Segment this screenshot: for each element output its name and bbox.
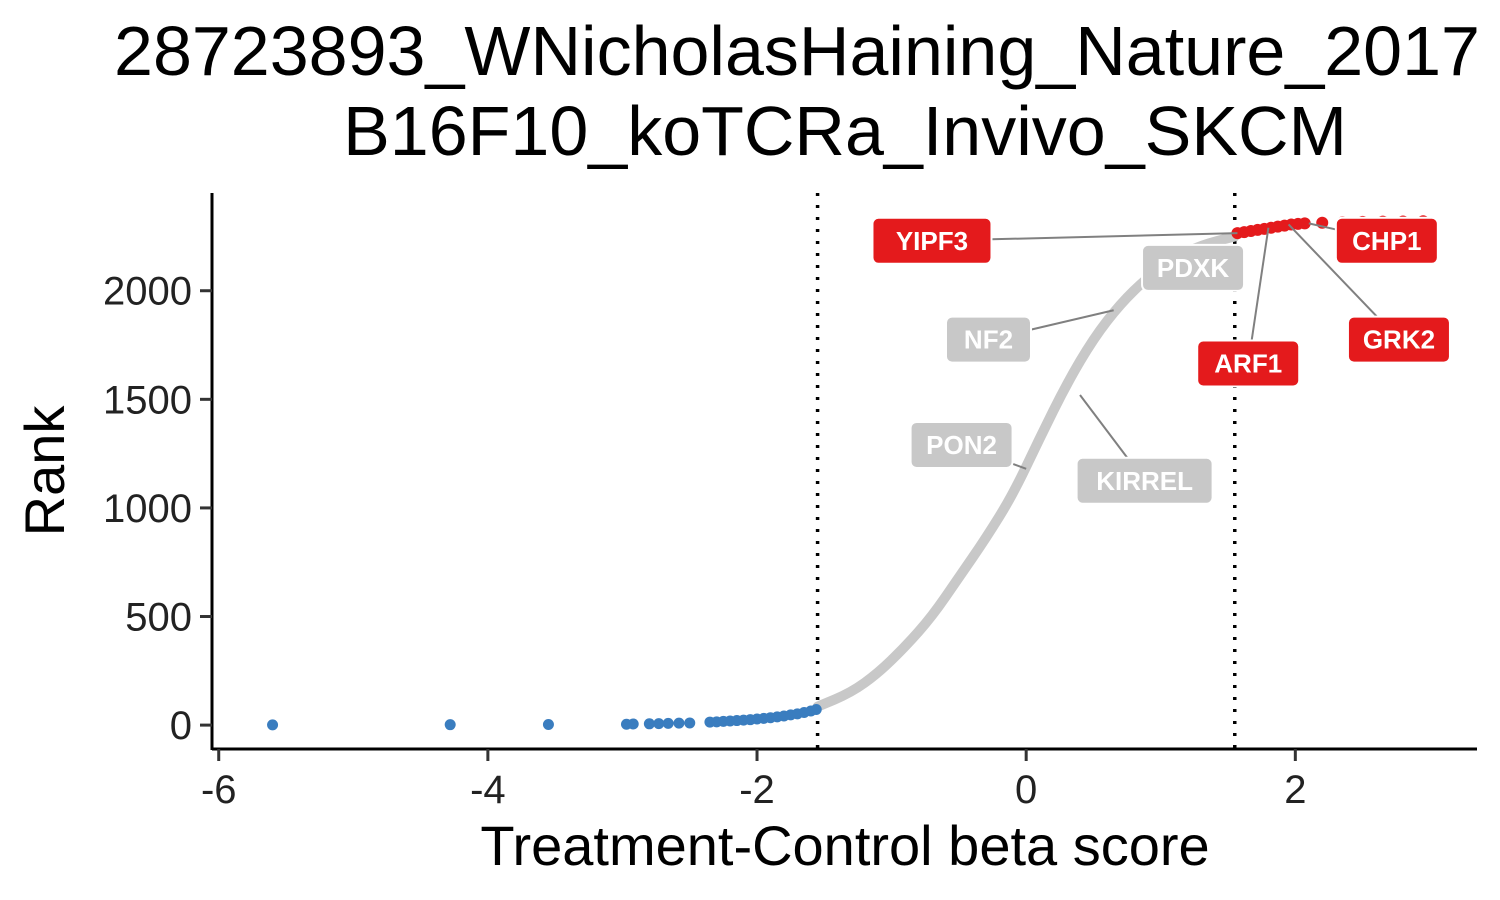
- down-point-9: [673, 717, 685, 729]
- down-point-6: [643, 718, 655, 730]
- gene-label-pon2: PON2: [909, 420, 1027, 470]
- label-box: [944, 315, 1032, 364]
- x-tick-label: -6: [201, 768, 237, 812]
- y-tick-label: 1500: [103, 378, 192, 422]
- gene-label-chp1: CHP1: [1308, 216, 1439, 265]
- x-tick-label: -2: [739, 768, 775, 812]
- y-tick-label: 500: [125, 596, 192, 640]
- label-connector: [1250, 227, 1270, 341]
- gene-label-yipf3: YIPF3: [871, 216, 1238, 265]
- label-box: [909, 420, 1014, 469]
- down-point-3: [542, 718, 554, 730]
- plot-area: YIPF3 CHP1 ARF1 GRK2 PDXK NF2 PON2 KIRREL: [267, 193, 1451, 749]
- label-connector: [1030, 309, 1114, 331]
- label-box: [1334, 216, 1439, 265]
- x-tick-label: 2: [1284, 768, 1306, 812]
- label-connector: [991, 232, 1238, 241]
- y-axis-ticks: 0 500 1000 1500 2000: [103, 270, 212, 748]
- label-text: PDXK: [1157, 253, 1229, 283]
- y-tick-label: 2000: [103, 270, 192, 314]
- gene-label-kirrel: KIRREL: [1075, 394, 1214, 505]
- gene-label-arf1: ARF1: [1196, 227, 1301, 388]
- y-tick-label: 1000: [103, 487, 192, 531]
- label-text: ARF1: [1214, 348, 1282, 378]
- down-point-27: [810, 703, 822, 715]
- label-box: [1075, 456, 1214, 505]
- x-axis-label: Treatment-Control beta score: [480, 814, 1209, 877]
- label-text: NF2: [964, 325, 1013, 355]
- down-point-1: [267, 719, 279, 731]
- chart-title-line-2: B16F10_koTCRa_Invivo_SKCM: [343, 92, 1347, 170]
- label-text: KIRREL: [1096, 466, 1193, 496]
- x-tick-label: -4: [470, 768, 506, 812]
- label-box: [1196, 339, 1301, 388]
- down-point-10: [684, 717, 696, 729]
- label-text: PON2: [926, 430, 997, 460]
- label-connector: [1079, 394, 1129, 459]
- y-axis-label: Rank: [13, 405, 76, 537]
- y-tick-label: 0: [170, 704, 192, 748]
- down-point-7: [653, 718, 665, 730]
- down-point-5: [627, 718, 639, 730]
- label-text: GRK2: [1363, 325, 1435, 355]
- gene-label-nf2: NF2: [944, 309, 1114, 364]
- label-box: [1346, 315, 1451, 364]
- label-box: [1141, 243, 1246, 292]
- label-connector: [1012, 462, 1027, 470]
- gene-label-grk2: GRK2: [1287, 223, 1451, 364]
- label-text: YIPF3: [896, 226, 968, 256]
- chart-title-line-1: 28723893_WNicholasHaining_Nature_2017: [114, 12, 1480, 90]
- gene-label-pdxk: PDXK: [1141, 243, 1246, 292]
- up-point-11: [1298, 217, 1311, 230]
- label-box: [871, 216, 993, 265]
- x-axis-ticks: -6 -4 -2 0 2: [201, 749, 1306, 812]
- label-connector: [1308, 222, 1337, 231]
- down-point-2: [444, 719, 456, 731]
- label-text: CHP1: [1352, 226, 1421, 256]
- x-tick-label: 0: [1015, 768, 1037, 812]
- label-connector: [1287, 223, 1378, 318]
- down-point-8: [662, 717, 674, 729]
